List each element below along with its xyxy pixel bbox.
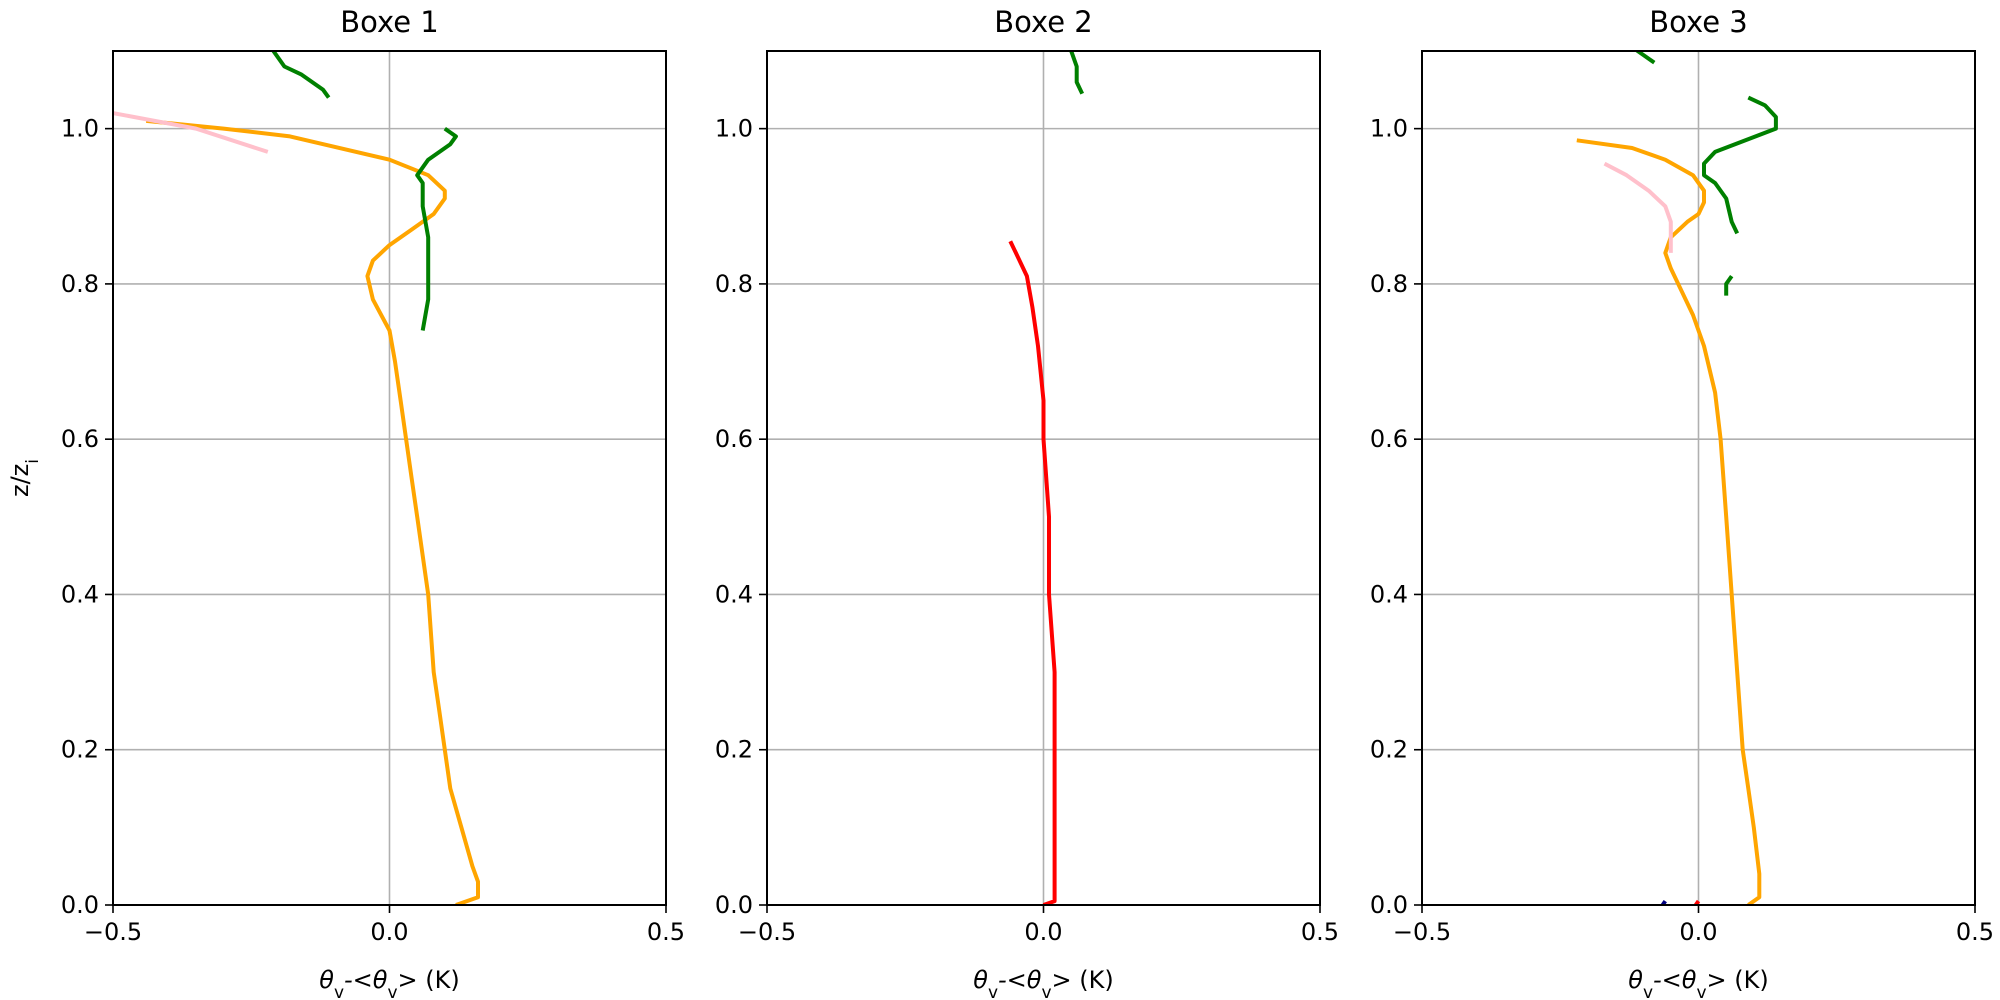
y-tick-label: 0.2 [61,736,99,764]
x-tick-label: 0.0 [370,918,408,946]
series-line-1 [1576,138,1762,905]
tick-marks: −0.5 0.0 0.50.00.20.40.60.81.0 [61,115,685,946]
y-tick-label: 0.2 [1370,736,1408,764]
x-tick-label: 0.0 [1024,918,1062,946]
series-line-2 [1069,51,1085,95]
y-tick-label: 0.4 [715,580,753,608]
x-tick-label: −0.5 [84,918,142,946]
series-line-4 [1724,274,1734,296]
y-axis-label: z/zi [6,459,43,497]
tick-marks: −0.5 0.0 0.50.00.20.40.60.81.0 [715,115,1339,946]
panel-title: Boxe 3 [1649,5,1748,39]
x-tick-label: 0.5 [1301,918,1339,946]
y-tick-label: 0.8 [715,270,753,298]
x-tick-label: −0.5 [738,918,796,946]
y-tick-label: 0.8 [1370,270,1408,298]
series-lines [1008,51,1085,905]
panel-boxe-1: −0.5 0.0 0.50.00.20.40.60.81.0 Boxe 1 θv-<… [6,5,685,1000]
series-line-3 [271,51,331,99]
panel-boxe-2: −0.5 0.0 0.50.00.20.40.60.81.0 Boxe 2 θv-<… [715,5,1339,1000]
x-tick-label: 0.0 [1679,918,1717,946]
x-tick-label: 0.5 [647,918,685,946]
y-tick-label: 1.0 [61,115,99,143]
y-tick-label: 0.0 [1370,891,1408,919]
y-tick-label: 0.6 [61,425,99,453]
series-lines [113,51,480,905]
x-axis-label: θv-<θv> (K) [1628,966,1768,1000]
series-line-3 [1702,95,1778,235]
series-line-1 [146,118,480,905]
y-tick-label: 0.6 [1370,425,1408,453]
tick-marks: −0.5 0.0 0.50.00.20.40.60.81.0 [1370,115,1994,946]
x-axis-label: θv-<θv> (K) [973,966,1113,1000]
y-tick-label: 1.0 [715,115,753,143]
panel-title: Boxe 1 [340,5,439,39]
y-tick-label: 0.0 [715,891,753,919]
y-tick-label: 0.2 [715,736,753,764]
y-tick-label: 0.4 [1370,580,1408,608]
series-line-1 [1008,240,1057,905]
x-tick-label: −0.5 [1393,918,1451,946]
y-tick-label: 1.0 [1370,115,1408,143]
y-tick-label: 0.0 [61,891,99,919]
x-axis-label: θv-<θv> (K) [319,966,459,1000]
series-line-2 [1603,161,1673,253]
x-tick-label: 0.5 [1956,918,1994,946]
y-tick-label: 0.4 [61,580,99,608]
series-line-4 [113,111,269,154]
panel-title: Boxe 2 [994,5,1093,39]
series-line-5 [1634,51,1656,65]
y-tick-label: 0.8 [61,270,99,298]
y-tick-label: 0.6 [715,425,753,453]
series-line-2 [415,126,458,331]
panel-boxe-3: −0.5 0.0 0.50.00.20.40.60.81.0 Boxe 3 θv-<… [1370,5,1994,1000]
